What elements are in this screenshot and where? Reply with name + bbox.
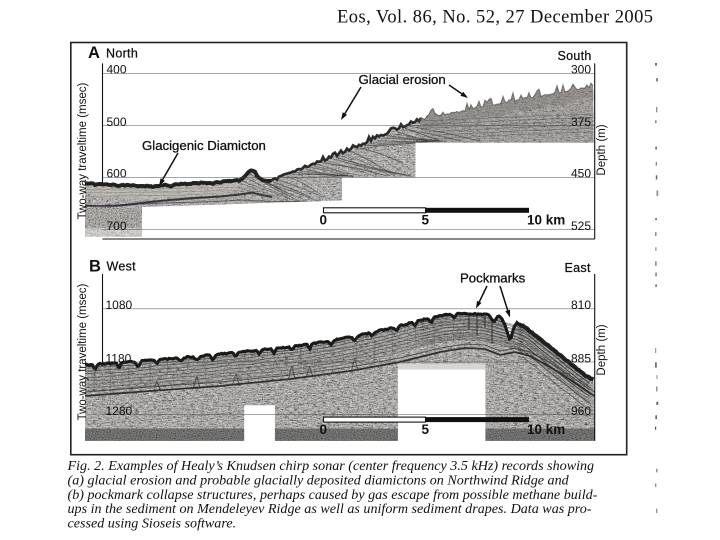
svg-text:960: 960 [571, 404, 591, 418]
svg-text:0: 0 [320, 422, 328, 437]
svg-text:375: 375 [571, 115, 591, 129]
svg-text:300: 300 [571, 63, 591, 77]
svg-text:500: 500 [107, 115, 127, 129]
svg-text:East: East [565, 261, 591, 275]
svg-text:5: 5 [422, 213, 430, 228]
svg-text:10 km: 10 km [527, 213, 565, 228]
svg-text:5: 5 [422, 422, 430, 437]
svg-text:810: 810 [571, 298, 591, 312]
svg-text:ups in the sediment on Mendele: ups in the sediment on Mendeleyev Ridge … [68, 501, 592, 517]
svg-text:Depth (m): Depth (m) [596, 124, 608, 175]
svg-text:1280: 1280 [106, 404, 133, 418]
svg-text:North: North [106, 47, 138, 61]
svg-text:cessed using Sioseis software.: cessed using Sioseis software. [68, 516, 237, 532]
svg-text:(a) glacial erosion and probab: (a) glacial erosion and probable glacial… [68, 472, 570, 488]
svg-text:450: 450 [571, 167, 591, 181]
svg-text:700: 700 [107, 219, 127, 233]
svg-text:Two-way traveltime (msec): Two-way traveltime (msec) [77, 82, 89, 219]
svg-text:525: 525 [571, 219, 591, 233]
svg-text:West: West [107, 260, 137, 274]
svg-text:Glacial erosion: Glacial erosion [359, 72, 446, 87]
svg-text:B: B [89, 258, 101, 276]
svg-text:885: 885 [571, 351, 591, 365]
svg-text:A: A [88, 44, 100, 62]
svg-text:South: South [558, 49, 592, 63]
svg-text:10 km: 10 km [527, 422, 565, 437]
svg-text:1080: 1080 [106, 298, 133, 312]
svg-text:Eos, Vol. 86, No. 52, 27 Decem: Eos, Vol. 86, No. 52, 27 December 2005 [337, 7, 654, 27]
svg-text:Glacigenic Diamicton: Glacigenic Diamicton [142, 138, 266, 153]
svg-text:(b) pockmark collapse structur: (b) pockmark collapse structures, perhap… [68, 487, 598, 503]
svg-text:Fig. 2. Examples of Healy’s Kn: Fig. 2. Examples of Healy’s Knudsen chir… [67, 458, 595, 474]
svg-text:0: 0 [320, 213, 328, 228]
svg-text:600: 600 [107, 167, 127, 181]
svg-text:Two-way traveltime (msec): Two-way traveltime (msec) [77, 283, 89, 420]
svg-text:400: 400 [107, 63, 127, 77]
svg-text:Pockmarks: Pockmarks [460, 271, 526, 286]
svg-text:Depth (m): Depth (m) [596, 324, 608, 375]
svg-text:1180: 1180 [106, 351, 132, 365]
